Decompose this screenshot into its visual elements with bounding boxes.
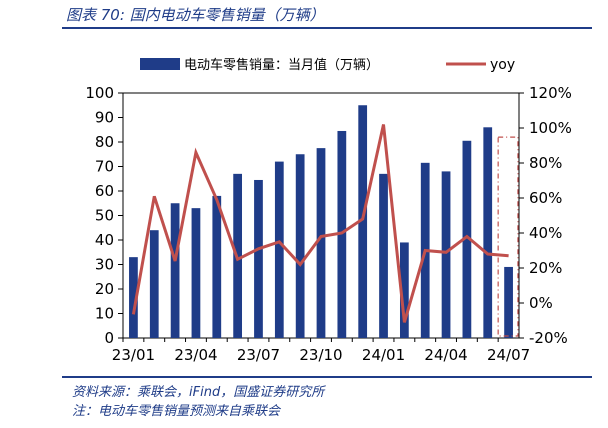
y-left-tick-label: 70 (95, 158, 114, 176)
figure-note: 注：电动车零售销量预测来自乘联会 (72, 404, 281, 419)
y-right-tick-label: -20% (529, 329, 568, 347)
x-tick-label: 23/01 (112, 346, 155, 364)
y-left-tick-label: 30 (95, 256, 114, 274)
y-left-tick-label: 60 (95, 182, 114, 200)
bar-23-05 (212, 195, 222, 338)
title-rule (62, 27, 592, 29)
y-right-tick-label: 20% (529, 259, 562, 277)
bar-24-04 (441, 171, 451, 338)
x-tick-label: 24/04 (424, 346, 467, 364)
y-left-tick-label: 0 (104, 329, 114, 347)
figure-source: 资料来源：乘联会，iFind，国盛证券研究所 (72, 385, 325, 400)
bar-23-01 (129, 257, 138, 338)
bar-24-05 (462, 140, 472, 338)
legend-bar-label: 电动车零售销量：当月值（万辆） (184, 57, 379, 73)
bar-24-02 (399, 242, 409, 338)
bar-23-12 (358, 105, 368, 338)
bar-23-04 (191, 208, 201, 338)
bar-24-06 (483, 127, 493, 338)
bar-23-09 (295, 154, 305, 338)
y-left-tick-label: 20 (95, 280, 114, 298)
bar-23-03 (170, 203, 180, 338)
y-right-tick-label: 80% (529, 154, 562, 172)
y-right-tick-label: 100% (529, 119, 572, 137)
bar-23-02 (149, 230, 159, 338)
legend-line-label: yoy (490, 57, 515, 73)
forecast-dashed-box (497, 136, 519, 337)
footer-rule (62, 376, 592, 378)
y-left-tick-label: 80 (95, 133, 114, 151)
figure-title: 图表 70: 国内电动车零售销量（万辆） (66, 6, 325, 24)
yoy-line (131, 124, 509, 323)
y-right-tick-label: 120% (529, 84, 572, 102)
bar-23-08 (274, 161, 284, 338)
y-left-tick-label: 40 (95, 231, 114, 249)
bar-23-07 (254, 179, 263, 338)
bar-24-01 (379, 173, 388, 338)
x-tick-label: 24/07 (487, 346, 530, 364)
y-right-tick-label: 0% (529, 294, 553, 312)
y-right-tick-label: 40% (529, 224, 562, 242)
y-left-tick-label: 100 (85, 84, 114, 102)
x-tick-label: 23/07 (237, 346, 280, 364)
legend-bar-swatch (140, 58, 180, 70)
bar-23-10 (316, 148, 326, 338)
y-left-tick-label: 10 (95, 305, 114, 323)
y-right-tick-label: 60% (529, 189, 562, 207)
y-left-tick-label: 50 (95, 207, 114, 225)
x-tick-label: 23/04 (174, 346, 217, 364)
y-left-tick-label: 90 (95, 109, 114, 127)
bar-24-07 (504, 266, 513, 338)
x-tick-label: 23/10 (299, 346, 342, 364)
x-tick-label: 24/01 (362, 346, 405, 364)
